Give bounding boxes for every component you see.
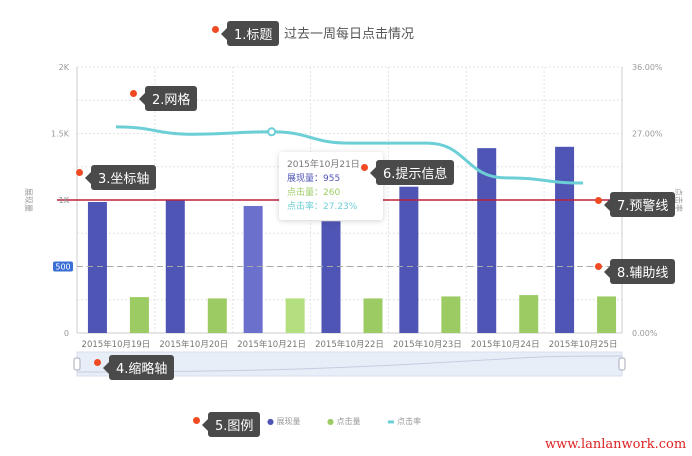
watermark: www.lanlanwork.com: [545, 437, 687, 452]
line-rate: [115, 125, 584, 185]
annotation-title: 1.标题: [220, 21, 280, 46]
bar-impressions: [555, 146, 575, 333]
annotation-dot: [130, 90, 137, 97]
tooltip-rate: 点击率：27.23%: [287, 202, 358, 212]
bar-clicks: [597, 296, 617, 333]
annotation-dot: [212, 26, 219, 33]
y-tick-label: 0: [64, 329, 69, 338]
annotation-dot: [193, 417, 200, 424]
bar-impressions: [321, 221, 341, 333]
datazoom-handle-right[interactable]: [618, 357, 626, 371]
annotation-aux-line: 8.辅助线: [603, 259, 676, 284]
annotation-axis: 3.坐标轴: [84, 165, 157, 190]
y-tick-label: 1.5K: [51, 130, 70, 139]
legend-label: 点击率: [397, 417, 422, 426]
x-tick-label: 2015年10月24日: [471, 339, 540, 350]
line-point: [267, 127, 277, 137]
annotation-legend: 5.图例: [201, 412, 261, 437]
tooltip-date: 2015年10月21日: [287, 160, 360, 170]
bar-clicks: [285, 298, 305, 333]
x-tick-label: 2015年10月25日: [549, 339, 618, 350]
datazoom-preview: [76, 355, 623, 373]
annotation-grid: 2.网格: [138, 86, 198, 111]
y2-tick-label: 0.00%: [632, 329, 658, 338]
y-axis-label: 展现量: [24, 188, 33, 212]
annotation-warning-line: 7.预警线: [603, 192, 676, 217]
legend-rate[interactable]: ▬ 点击率: [387, 417, 422, 426]
legend-clicks[interactable]: ● 点击量: [327, 417, 361, 426]
legend-label: 点击量: [336, 417, 361, 426]
bar-clicks: [207, 298, 227, 333]
chart-title: 过去一周每日点击情况: [284, 27, 415, 42]
legend-impressions[interactable]: ● 展现量: [267, 417, 301, 426]
tooltip-impressions: 展现量：955: [287, 174, 341, 184]
annotation-dot: [94, 359, 101, 366]
annotation-tooltip: 6.提示信息: [369, 160, 455, 185]
annotation-dot: [595, 263, 602, 270]
y2-tick-label: 36.00%: [632, 63, 663, 72]
bar-impressions: [477, 148, 497, 333]
bar-impressions: [243, 205, 263, 333]
bar-impressions: [87, 201, 107, 333]
aux-line-marker: [53, 261, 73, 272]
y-tick-label: 2K: [59, 63, 70, 72]
x-tick-label: 2015年10月21日: [237, 339, 306, 350]
bar-clicks: [129, 297, 149, 333]
annotation-dot: [361, 164, 368, 171]
y2-tick-label: 27.00%: [632, 130, 663, 139]
datazoom-handle-left[interactable]: [73, 357, 81, 371]
x-tick-label: 2015年10月20日: [159, 339, 228, 350]
tooltip-clicks: 点击量：260: [287, 188, 341, 198]
bar-impressions: [399, 186, 419, 333]
y-tick-label: 1K: [59, 196, 70, 205]
annotation-dot: [595, 197, 602, 204]
x-tick-label: 2015年10月23日: [393, 339, 462, 350]
legend-label: 展现量: [276, 417, 301, 426]
x-tick-label: 2015年10月22日: [315, 339, 384, 350]
bar-impressions: [165, 200, 185, 333]
tooltip: 2015年10月21日 展现量：955 点击量：260 点击率：27.23%: [279, 152, 383, 220]
y2-axis-label: 点击率: [674, 188, 684, 212]
annotation-datazoom: 4.缩略轴: [102, 355, 175, 380]
bar-clicks: [519, 295, 539, 333]
x-tick-label: 2015年10月19日: [82, 339, 151, 350]
bar-clicks: [441, 296, 461, 333]
aux-line-label: 500: [55, 263, 70, 272]
annotation-dot: [76, 169, 83, 176]
bar-clicks: [363, 298, 383, 333]
